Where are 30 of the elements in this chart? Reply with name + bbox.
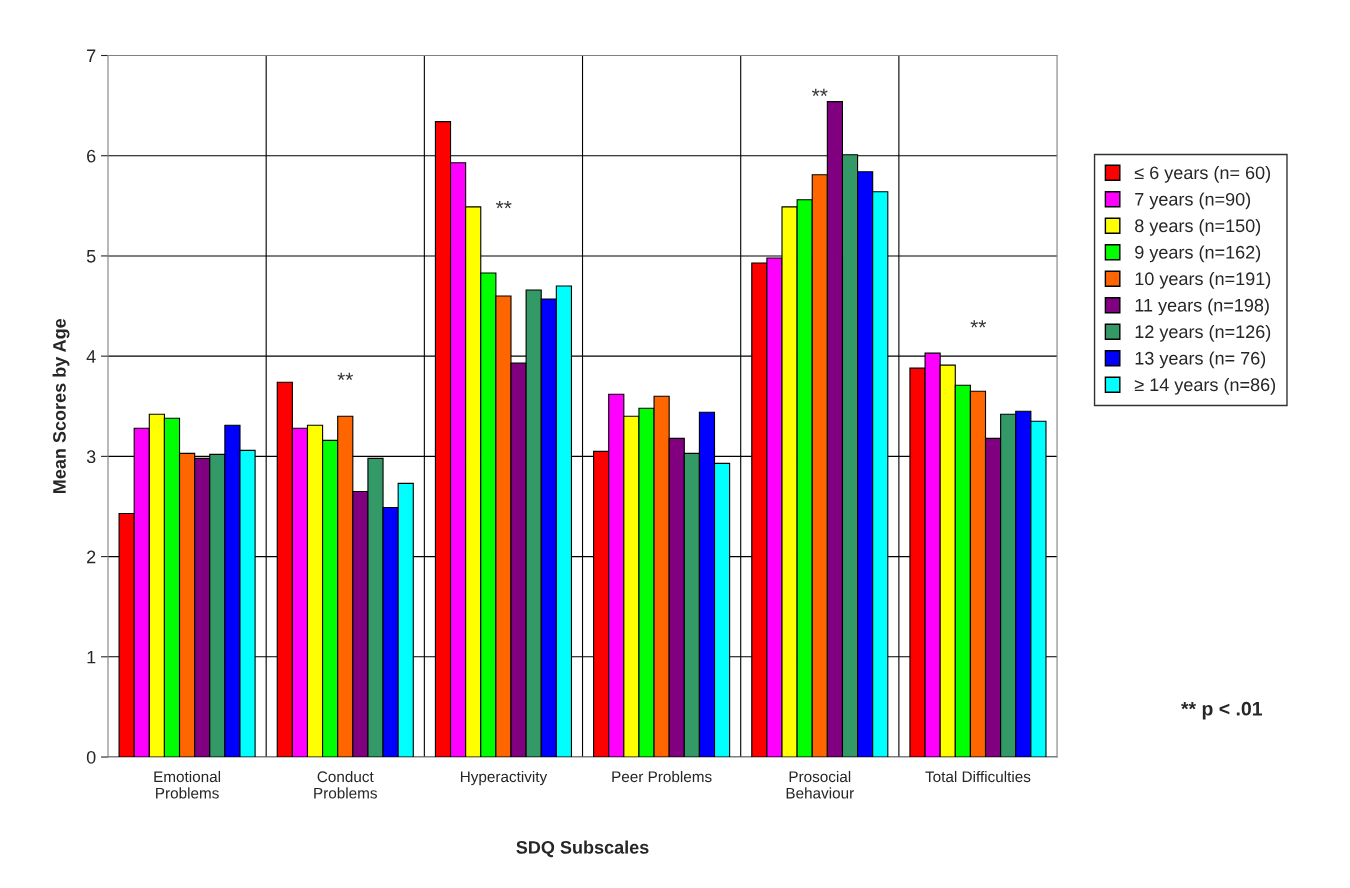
y-axis-title: Mean Scores by Age [52, 318, 70, 494]
legend-label: 12 years (n=126) [1135, 324, 1271, 342]
annotation: ** [970, 320, 987, 328]
x-tick-label: Emotional Problems [154, 770, 221, 799]
legend-label: ≥ 14 years (n=86) [1134, 377, 1276, 395]
text: ** p < .01 [1181, 701, 1263, 720]
y-tick-label: 2 [87, 550, 96, 564]
x-tick-label: Prosocial Behaviour [786, 770, 854, 799]
legend-label: 11 years (n=198) [1135, 298, 1269, 316]
legend-label: 7 years (n=90) [1135, 192, 1251, 210]
legend-label: 10 years (n=191) [1135, 271, 1271, 289]
annotation: ** [812, 88, 828, 96]
legend-label: 8 years (n=150) [1135, 218, 1261, 236]
annotation: ** [337, 372, 354, 381]
legend-label: 13 years (n= 76) [1135, 351, 1266, 369]
y-tick-label: 4 [86, 350, 96, 363]
x-tick-label: Hyperactivity [460, 770, 548, 786]
y-tick-label: 0 [86, 750, 96, 764]
legend-label: ≤ 6 years (n= 60) [1134, 165, 1271, 183]
x-tick-label: Peer Problems [612, 770, 712, 783]
x-axis-title: SDQ Subscales [516, 840, 649, 858]
annotation: ** [495, 200, 512, 209]
y-tick-label: 6 [87, 149, 96, 163]
x-tick-label: Total Difficulties [925, 770, 1031, 783]
x-tick-label: Conduct Problems [314, 770, 377, 799]
y-tick-label: 5 [86, 250, 96, 263]
y-tick-label: 3 [86, 450, 96, 464]
legend-label: 9 years (n=162) [1135, 245, 1261, 263]
y-tick-label: 1 [87, 650, 96, 664]
y-tick-label: 7 [87, 49, 96, 63]
